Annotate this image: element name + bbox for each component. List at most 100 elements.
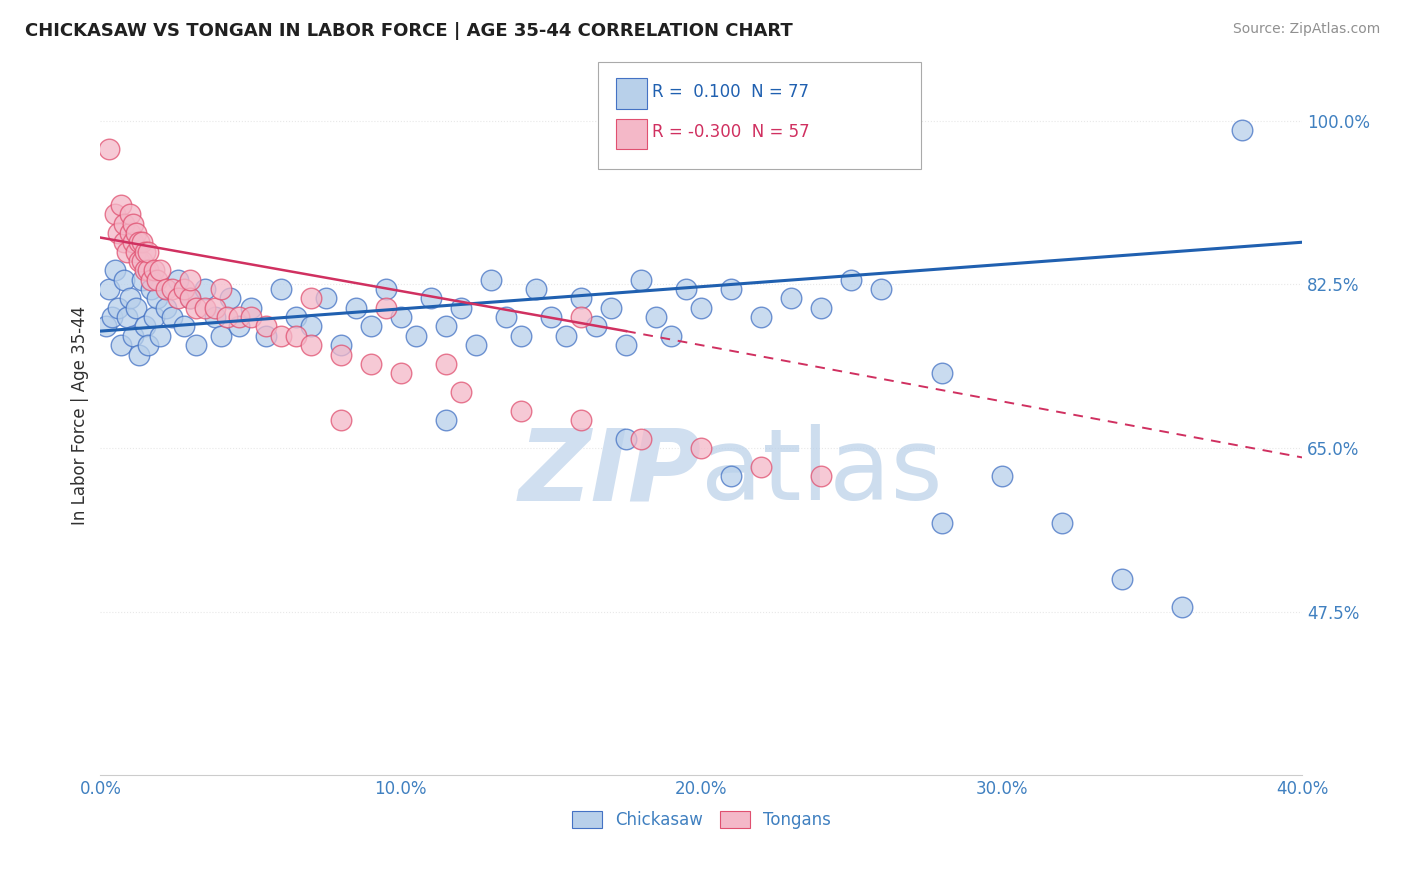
Point — [204, 301, 226, 315]
Point — [173, 319, 195, 334]
Point — [122, 217, 145, 231]
Point — [1171, 600, 1194, 615]
Point — [194, 301, 217, 315]
Point — [585, 319, 607, 334]
Point — [299, 291, 322, 305]
Point — [128, 347, 150, 361]
Point — [128, 254, 150, 268]
Point — [329, 347, 352, 361]
Point — [1111, 572, 1133, 586]
Point — [659, 328, 682, 343]
Y-axis label: In Labor Force | Age 35-44: In Labor Force | Age 35-44 — [72, 306, 89, 524]
Point — [239, 310, 262, 324]
Point — [179, 291, 201, 305]
Point — [162, 310, 184, 324]
Point — [146, 291, 169, 305]
Text: R =  0.100  N = 77: R = 0.100 N = 77 — [652, 83, 810, 101]
Point — [360, 319, 382, 334]
Point — [990, 469, 1012, 483]
Point — [179, 291, 201, 305]
Point — [870, 282, 893, 296]
Point — [186, 338, 208, 352]
Point — [141, 273, 163, 287]
Point — [931, 516, 953, 530]
Point — [131, 273, 153, 287]
Point — [329, 413, 352, 427]
Point — [143, 310, 166, 324]
Point — [841, 273, 863, 287]
Point — [780, 291, 803, 305]
Point — [299, 338, 322, 352]
Point — [374, 282, 396, 296]
Point — [329, 338, 352, 352]
Point — [209, 328, 232, 343]
Point — [186, 301, 208, 315]
Point — [495, 310, 517, 324]
Point — [117, 310, 139, 324]
Point — [167, 291, 190, 305]
Point — [218, 291, 240, 305]
Point — [450, 301, 472, 315]
Point — [112, 217, 135, 231]
Point — [149, 328, 172, 343]
Point — [690, 301, 713, 315]
Point — [614, 432, 637, 446]
Point — [125, 301, 148, 315]
Point — [125, 244, 148, 259]
Text: ZIP: ZIP — [519, 425, 702, 522]
Point — [510, 403, 533, 417]
Point — [479, 273, 502, 287]
Point — [931, 366, 953, 380]
Point — [344, 301, 367, 315]
Point — [675, 282, 697, 296]
Point — [104, 263, 127, 277]
Point — [155, 282, 177, 296]
Point — [284, 328, 307, 343]
Point — [720, 282, 742, 296]
Point — [204, 310, 226, 324]
Point — [630, 273, 652, 287]
Point — [720, 469, 742, 483]
Point — [120, 291, 142, 305]
Point — [630, 432, 652, 446]
Point — [179, 273, 201, 287]
Point — [360, 357, 382, 371]
Point — [540, 310, 562, 324]
Point — [215, 310, 238, 324]
Point — [131, 235, 153, 250]
Point — [143, 263, 166, 277]
Text: atlas: atlas — [702, 425, 943, 522]
Point — [104, 207, 127, 221]
Point — [131, 254, 153, 268]
Point — [405, 328, 427, 343]
Point — [254, 328, 277, 343]
Point — [239, 301, 262, 315]
Point — [117, 244, 139, 259]
Point — [690, 441, 713, 455]
Point — [167, 273, 190, 287]
Point — [434, 357, 457, 371]
Point — [141, 282, 163, 296]
Point — [122, 235, 145, 250]
Point — [434, 319, 457, 334]
Point — [299, 319, 322, 334]
Point — [315, 291, 337, 305]
Point — [569, 310, 592, 324]
Point — [254, 319, 277, 334]
Point — [749, 459, 772, 474]
Point — [146, 273, 169, 287]
Point — [138, 338, 160, 352]
Point — [1230, 123, 1253, 137]
Point — [98, 142, 121, 156]
Legend: Chickasaw, Tongans: Chickasaw, Tongans — [565, 804, 838, 836]
Point — [569, 413, 592, 427]
Point — [134, 244, 156, 259]
Point — [284, 310, 307, 324]
Point — [120, 226, 142, 240]
Point — [194, 282, 217, 296]
Point — [155, 301, 177, 315]
Point — [569, 291, 592, 305]
Point — [389, 310, 412, 324]
Point — [645, 310, 668, 324]
Point — [270, 282, 292, 296]
